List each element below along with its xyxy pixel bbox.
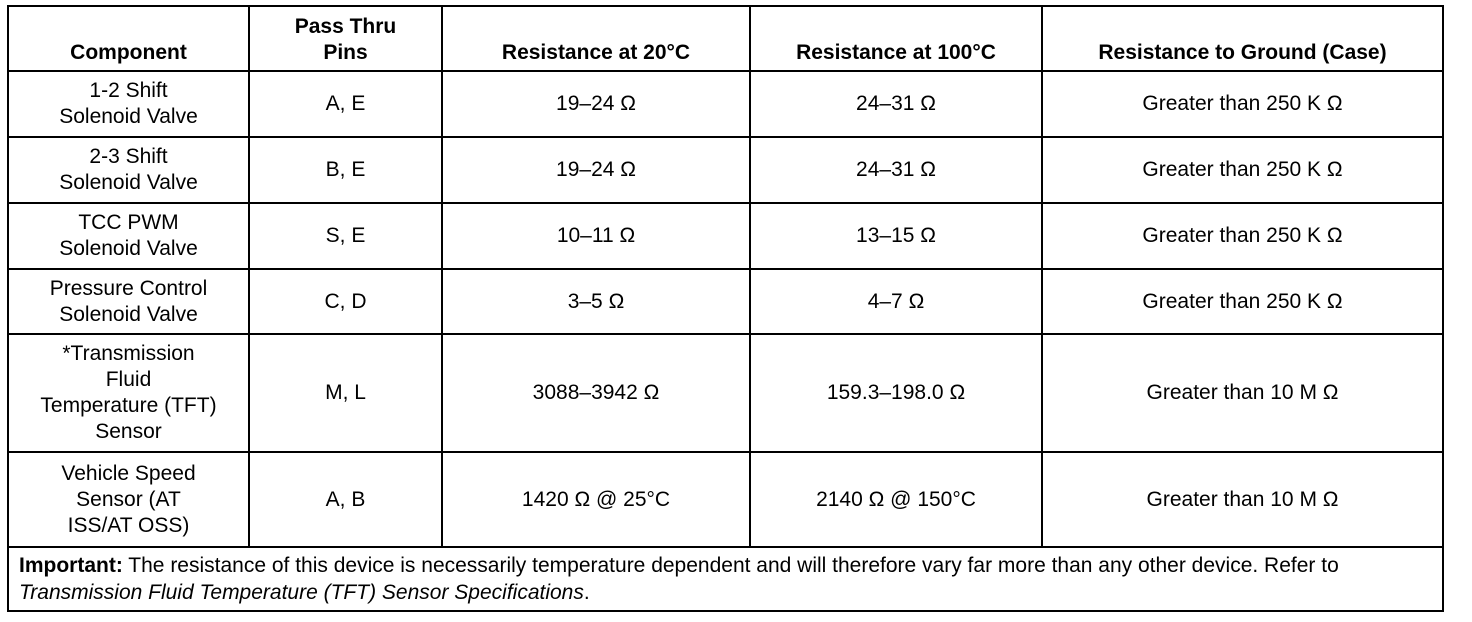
cell-text: Resistance to Ground (Case) — [1098, 41, 1387, 64]
cell-text: Greater than 10 M Ω — [1146, 381, 1339, 404]
cell-line: Pressure Control — [49, 276, 208, 300]
table-cell: Vehicle Speed Sensor (AT ISS/AT OSS) — [7, 451, 250, 548]
spec-table: Component Pass Thru Pins Resistance at 20°C… — [7, 5, 1444, 612]
column-header: Pass Thru Pins — [248, 5, 443, 72]
column-header: Component — [7, 5, 250, 72]
table-cell: TCC PWM Solenoid Valve — [7, 202, 250, 270]
table-cell: Greater than 250 K Ω — [1041, 70, 1444, 138]
table-cell: A, E — [248, 70, 443, 138]
cell-text: 3088–3942 Ω — [532, 381, 660, 404]
cell-line: Solenoid Valve — [59, 237, 198, 260]
cell-text: 3–5 Ω — [567, 289, 625, 313]
table-cell: Greater than 10 M Ω — [1041, 451, 1444, 548]
table-cell: Pressure Control Solenoid Valve — [7, 268, 250, 335]
cell-line: Vehicle Speed — [61, 461, 196, 485]
cell-text: 10–11 Ω — [556, 224, 636, 247]
table-row: Pressure Control Solenoid Valve C, D 3–5 Ω 4… — [7, 268, 1444, 335]
note: Important: The resistance of this device… — [7, 546, 1444, 612]
cell-text: Component — [70, 41, 187, 64]
table-row: 2-3 Shift Solenoid Valve B, E 19–24 Ω 24–31 … — [7, 136, 1444, 204]
table-cell: A, B — [248, 451, 443, 548]
cell-text: 24–31 Ω — [856, 158, 936, 181]
table-cell: 19–24 Ω — [441, 136, 751, 204]
cell-text: A, B — [325, 487, 366, 511]
cell-line: Solenoid Valve — [59, 105, 198, 128]
table-cell: 24–31 Ω — [749, 136, 1043, 204]
column-header: Resistance at 100°C — [749, 5, 1043, 72]
cell-text: 24–31 Ω — [856, 92, 936, 115]
cell-text: B, E — [325, 158, 366, 181]
cell-text: 13–15 Ω — [856, 224, 936, 247]
cell-text: Greater than 250 K Ω — [1142, 158, 1343, 181]
table-cell: S, E — [248, 202, 443, 270]
table-row: *Transmission Fluid Temperature (TFT) Senso… — [7, 333, 1444, 453]
table-cell: 19–24 Ω — [441, 70, 751, 138]
table-cell: 1420 Ω @ 25°C — [441, 451, 751, 548]
table-row: TCC PWM Solenoid Valve S, E 10–11 Ω 13–15 Ω G… — [7, 202, 1444, 270]
table-cell: B, E — [248, 136, 443, 204]
note-end: . — [583, 581, 590, 604]
cell-line: TCC PWM — [78, 211, 179, 234]
cell-line: 1-2 Shift — [89, 79, 168, 102]
table-cell: C, D — [248, 268, 443, 335]
table-cell: Greater than 250 K Ω — [1041, 202, 1444, 270]
cell-line: Sensor — [95, 420, 162, 443]
cell-text: Greater than 250 K Ω — [1142, 289, 1343, 313]
cell-line: 2-3 Shift — [89, 145, 168, 168]
cell-text: S, E — [325, 224, 366, 247]
cell-text: Resistance at 20°C — [501, 41, 691, 64]
table-cell: 4–7 Ω — [749, 268, 1043, 335]
table-cell: 2140 Ω @ 150°C — [749, 451, 1043, 548]
cell-text: Greater than 250 K Ω — [1142, 224, 1343, 247]
note-label: Important: — [19, 554, 123, 577]
cell-line: Pass Thru — [294, 15, 397, 38]
cell-line: Solenoid Valve — [59, 302, 198, 326]
table-cell: 13–15 Ω — [749, 202, 1043, 270]
cell-text: Resistance at 100°C — [796, 41, 996, 64]
table-cell: 10–11 Ω — [441, 202, 751, 270]
cell-line: Solenoid Valve — [59, 171, 198, 194]
cell-line: Fluid — [105, 368, 152, 391]
cell-text: C, D — [324, 289, 367, 313]
cell-line: *Transmission — [62, 342, 195, 365]
cell-text: A, E — [325, 92, 366, 115]
table-cell: 159.3–198.0 Ω — [749, 333, 1043, 453]
cell-text: M, L — [325, 381, 366, 404]
note-row: Important: The resistance of this device… — [7, 546, 1444, 612]
header-row: Component Pass Thru Pins Resistance at 20°C… — [7, 5, 1444, 72]
cell-text: Greater than 10 M Ω — [1146, 487, 1339, 511]
cell-text: 1420 Ω @ 25°C — [521, 487, 671, 511]
cell-text: 19–24 Ω — [556, 158, 636, 181]
cell-text: Greater than 250 K Ω — [1142, 92, 1343, 115]
table-cell: M, L — [248, 333, 443, 453]
table-row: Vehicle Speed Sensor (AT ISS/AT OSS) A, B 14… — [7, 451, 1444, 548]
cell-text: 2140 Ω @ 150°C — [816, 487, 976, 511]
table-cell: 24–31 Ω — [749, 70, 1043, 138]
cell-text: 4–7 Ω — [867, 289, 925, 313]
table-cell: Greater than 250 K Ω — [1041, 268, 1444, 335]
cell-text: 19–24 Ω — [556, 92, 636, 115]
document: Component Pass Thru Pins Resistance at 20°C… — [7, 5, 1444, 612]
note-reference: Transmission Fluid Temperature (TFT) Sen… — [19, 581, 584, 604]
table-cell: 1-2 Shift Solenoid Valve — [7, 70, 250, 138]
cell-line: Temperature (TFT) — [40, 394, 217, 417]
cell-text: 159.3–198.0 Ω — [826, 381, 966, 404]
table-cell: *Transmission Fluid Temperature (TFT) Senso… — [7, 333, 250, 453]
cell-line: Sensor (AT — [76, 487, 181, 511]
table-cell: 3–5 Ω — [441, 268, 751, 335]
table-row: 1-2 Shift Solenoid Valve A, E 19–24 Ω 24–31 … — [7, 70, 1444, 138]
note-text: The resistance of this device is necessa… — [128, 554, 1339, 577]
table-cell: 3088–3942 Ω — [441, 333, 751, 453]
table-cell: 2-3 Shift Solenoid Valve — [7, 136, 250, 204]
cell-line: ISS/AT OSS) — [67, 513, 190, 537]
column-header: Resistance to Ground (Case) — [1041, 5, 1444, 72]
cell-line: Pins — [323, 41, 368, 64]
table-cell: Greater than 10 M Ω — [1041, 333, 1444, 453]
table-cell: Greater than 250 K Ω — [1041, 136, 1444, 204]
column-header: Resistance at 20°C — [441, 5, 751, 72]
